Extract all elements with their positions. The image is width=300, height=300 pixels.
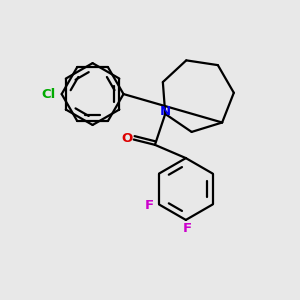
Text: N: N — [160, 105, 171, 118]
Text: F: F — [183, 222, 192, 235]
Text: Cl: Cl — [41, 88, 56, 100]
Text: O: O — [122, 132, 133, 145]
Text: F: F — [145, 200, 154, 212]
